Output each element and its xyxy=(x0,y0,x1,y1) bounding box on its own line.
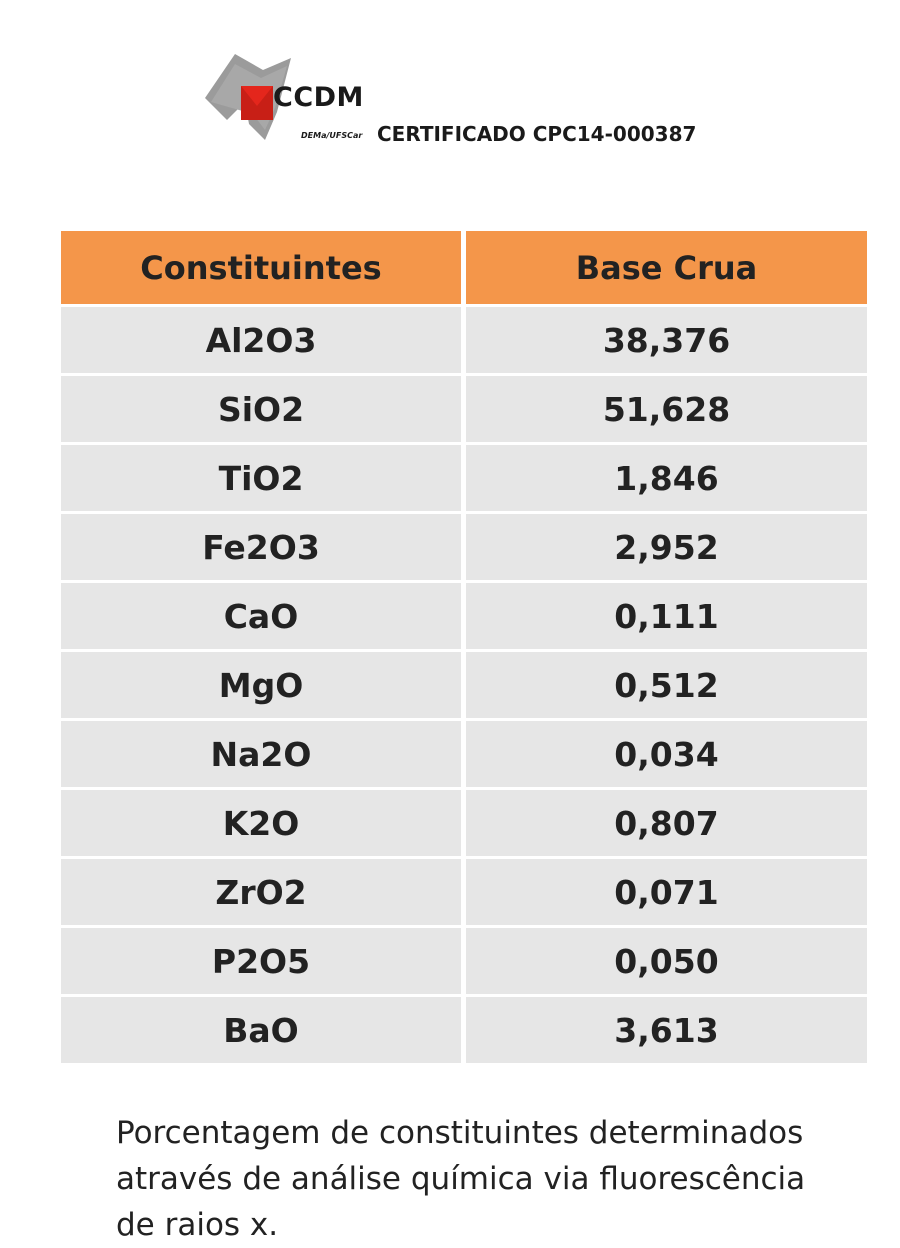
constituent-cell: Fe2O3 xyxy=(61,514,461,580)
constituent-cell: P2O5 xyxy=(61,928,461,994)
table-row: ZrO2 0,071 xyxy=(61,859,867,925)
table-row: SiO2 51,628 xyxy=(61,376,867,442)
value-cell: 0,034 xyxy=(466,721,867,787)
table-row: P2O5 0,050 xyxy=(61,928,867,994)
value-cell: 51,628 xyxy=(466,376,867,442)
table-caption: Porcentagem de constituintes determinado… xyxy=(116,1115,806,1243)
table-row: Fe2O3 2,952 xyxy=(61,514,867,580)
constituent-cell: TiO2 xyxy=(61,445,461,511)
constituent-cell: K2O xyxy=(61,790,461,856)
value-cell: 2,952 xyxy=(466,514,867,580)
table-row: MgO 0,512 xyxy=(61,652,867,718)
constituent-cell: Al2O3 xyxy=(61,307,461,373)
value-cell: 0,050 xyxy=(466,928,867,994)
value-cell: 0,111 xyxy=(466,583,867,649)
table-row: BaO 3,613 xyxy=(61,997,867,1063)
table-row: TiO2 1,846 xyxy=(61,445,867,511)
table-row: K2O 0,807 xyxy=(61,790,867,856)
value-cell: 3,613 xyxy=(466,997,867,1063)
value-cell: 1,846 xyxy=(466,445,867,511)
constituent-cell: BaO xyxy=(61,997,461,1063)
certificate-title: CERTIFICADO CPC14-000387 xyxy=(377,122,697,146)
constituent-cell: ZrO2 xyxy=(61,859,461,925)
constituent-cell: MgO xyxy=(61,652,461,718)
constituent-cell: Na2O xyxy=(61,721,461,787)
table-row: Na2O 0,034 xyxy=(61,721,867,787)
table-header-row: Constituintes Base Crua xyxy=(61,231,867,304)
value-cell: 0,807 xyxy=(466,790,867,856)
constituent-cell: SiO2 xyxy=(61,376,461,442)
table-row: Al2O3 38,376 xyxy=(61,307,867,373)
ccdm-logo: CCDM DEMa/UFSCar CERTIFICADO CPC14-00038… xyxy=(205,50,705,160)
ccdm-logo-mark xyxy=(205,54,291,140)
value-cell: 0,512 xyxy=(466,652,867,718)
logo-subtitle: DEMa/UFSCar xyxy=(301,131,363,140)
logo-wordmark: CCDM xyxy=(273,82,364,113)
value-cell: 0,071 xyxy=(466,859,867,925)
table-row: CaO 0,111 xyxy=(61,583,867,649)
value-cell: 38,376 xyxy=(466,307,867,373)
constituent-cell: CaO xyxy=(61,583,461,649)
column-header-constituents: Constituintes xyxy=(61,231,461,304)
composition-table: Constituintes Base Crua Al2O3 38,376 SiO… xyxy=(61,231,867,1066)
column-header-base-crua: Base Crua xyxy=(466,231,867,304)
